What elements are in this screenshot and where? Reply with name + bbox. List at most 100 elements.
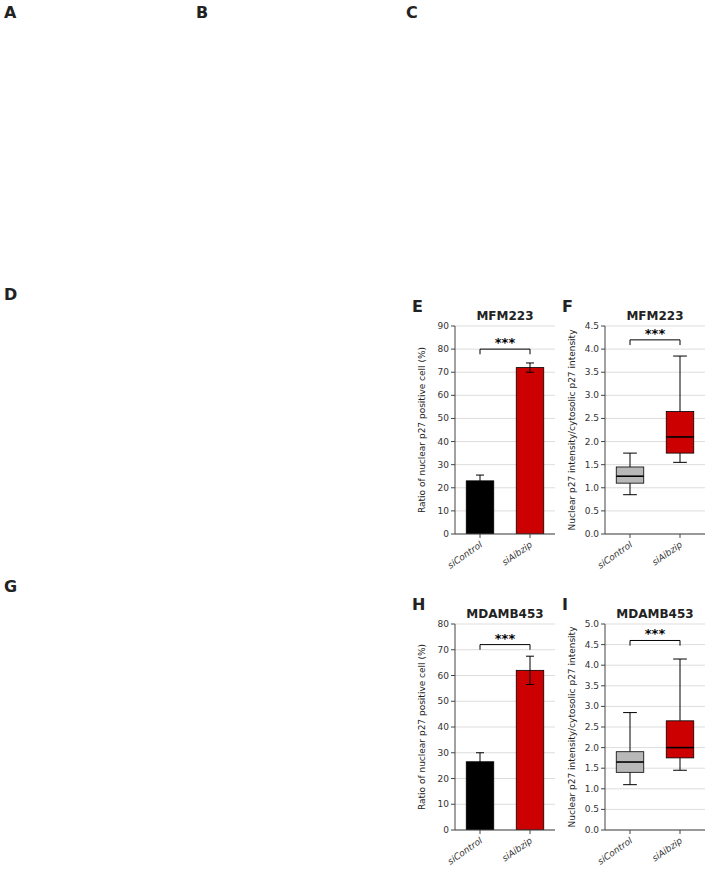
chart-title: MFM223 — [476, 309, 533, 323]
whisker-cap — [623, 453, 637, 454]
whisker — [630, 483, 631, 495]
y-tick — [601, 418, 605, 419]
marks — [616, 340, 694, 495]
grid-line — [605, 665, 705, 666]
y-tick — [451, 487, 455, 488]
y-axis-label: Nuclear p27 intensity/cytosolic p27 inte… — [567, 626, 577, 828]
y-tick-label: 80 — [438, 344, 450, 354]
y-tick — [601, 809, 605, 810]
y-tick — [451, 441, 455, 442]
y-tick — [451, 624, 455, 625]
grid-line — [455, 534, 555, 535]
grid-line — [605, 534, 705, 535]
grid-line — [605, 395, 705, 396]
y-tick — [451, 464, 455, 465]
bracket-leg — [680, 640, 681, 645]
x-tick — [630, 830, 631, 834]
y-tick — [601, 441, 605, 442]
whisker — [630, 713, 631, 752]
grid — [605, 326, 705, 534]
y-tick-label: 20 — [438, 483, 450, 493]
whisker-cap — [673, 356, 687, 357]
chart-title: MDAMB453 — [616, 607, 693, 621]
y-tick-label: 4.0 — [585, 660, 600, 670]
y-tick-label: 1.0 — [585, 784, 600, 794]
error-cap — [526, 684, 534, 685]
error-cap — [476, 752, 484, 753]
y-tick-label: 3.0 — [585, 390, 600, 400]
whisker — [630, 453, 631, 467]
y-tick-label: 1.5 — [585, 460, 599, 470]
x-axis — [605, 830, 705, 831]
y-tick-label: 2.5 — [585, 722, 599, 732]
error-cap — [476, 486, 484, 487]
box — [616, 467, 644, 483]
y-tick — [451, 534, 455, 535]
grid-line — [605, 510, 705, 511]
grid — [455, 624, 555, 830]
y-tick-label: 4.5 — [585, 321, 599, 331]
y-tick — [601, 665, 605, 666]
y-axis-label: Ratio of nuclear p27 positive cell (%) — [417, 347, 427, 513]
y-tick-label: 30 — [438, 460, 450, 470]
y-tick-label: 5.0 — [585, 619, 600, 629]
significance-label: *** — [645, 626, 666, 641]
median — [616, 475, 644, 477]
grid-line — [605, 624, 705, 625]
y-tick-label: 0 — [443, 529, 449, 539]
grid-line — [605, 747, 705, 748]
bracket-leg — [630, 340, 631, 345]
bracket-leg — [530, 645, 531, 650]
grid-line — [605, 809, 705, 810]
y-tick-label: 3.5 — [585, 367, 599, 377]
whisker-cap — [673, 462, 687, 463]
y-tick — [451, 830, 455, 831]
y-tick — [601, 372, 605, 373]
y-axis — [455, 326, 456, 534]
bar — [466, 481, 494, 534]
y-tick — [451, 752, 455, 753]
y-axis — [605, 624, 606, 830]
error-cap — [476, 770, 484, 771]
marks — [466, 645, 544, 830]
y-tick-label: 70 — [438, 367, 450, 377]
x-axis — [455, 534, 555, 535]
marks — [616, 640, 694, 784]
y-tick-label: 4.5 — [585, 640, 599, 650]
chart-panel: 01020304050607080siControlsiAibzipRatio … — [412, 595, 555, 867]
y-tick — [451, 778, 455, 779]
error-cap — [526, 362, 534, 363]
y-tick-label: 10 — [438, 506, 450, 516]
whisker — [680, 453, 681, 462]
panel-label: B — [196, 3, 208, 22]
x-tick — [530, 534, 531, 538]
grid-line — [605, 349, 705, 350]
whisker-cap — [623, 712, 637, 713]
grid-line — [605, 372, 705, 373]
grid-line — [455, 326, 555, 327]
y-tick — [601, 706, 605, 707]
y-tick — [451, 326, 455, 327]
box — [666, 721, 694, 758]
bracket-leg — [480, 645, 481, 650]
y-tick-label: 80 — [438, 619, 450, 629]
whisker-cap — [673, 659, 687, 660]
y-tick-label: 0.5 — [585, 804, 599, 814]
y-tick — [451, 804, 455, 805]
median — [616, 761, 644, 763]
panel-label: A — [4, 3, 17, 22]
error-bar — [526, 656, 534, 684]
bracket-leg — [630, 640, 631, 645]
y-tick — [601, 349, 605, 350]
y-tick-label: 0.0 — [585, 825, 600, 835]
grid-line — [605, 830, 705, 831]
y-tick — [451, 395, 455, 396]
bracket-leg — [530, 349, 531, 354]
marks — [466, 349, 544, 534]
y-tick-label: 20 — [438, 774, 450, 784]
whisker-cap — [623, 784, 637, 785]
error-cap — [526, 656, 534, 657]
error-bar — [476, 753, 484, 771]
chart-panel: 0102030405060708090siControlsiAibzipRati… — [412, 297, 555, 571]
error-line — [530, 656, 531, 684]
